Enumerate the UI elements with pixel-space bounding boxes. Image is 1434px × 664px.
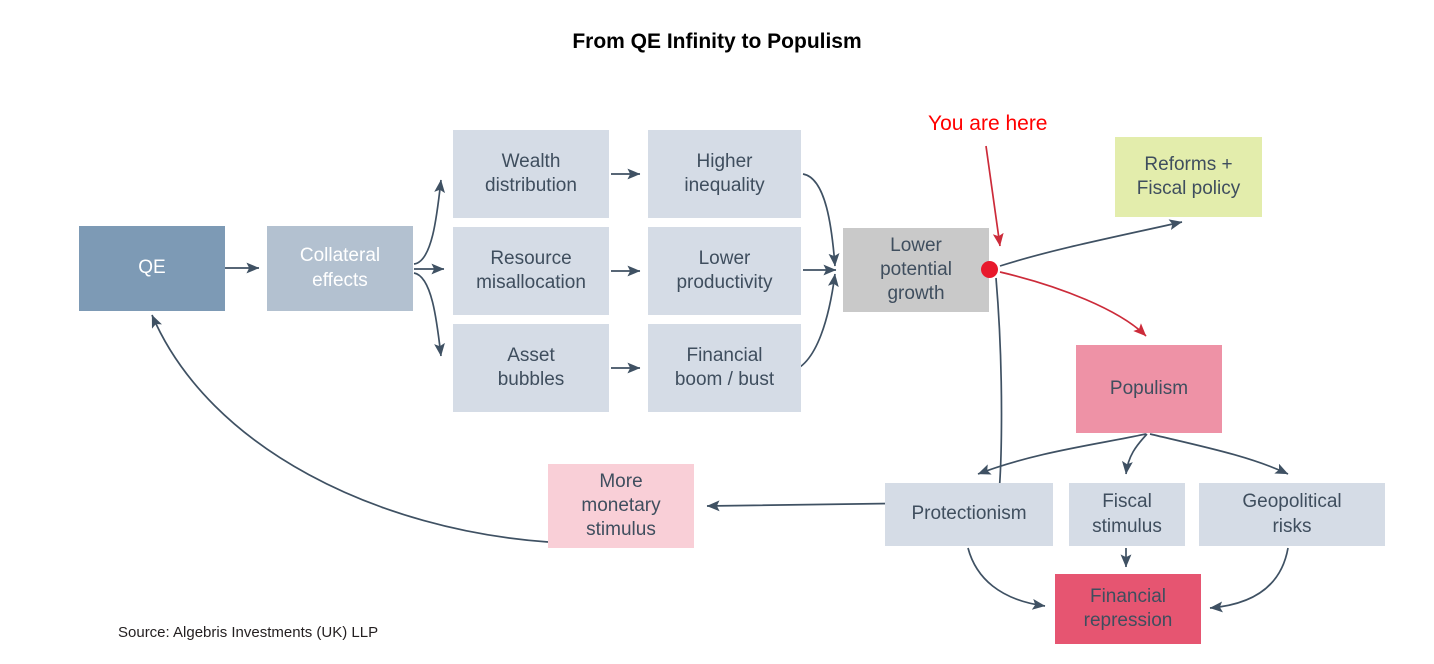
node-more-monetary-stimulus[interactable]: More monetary stimulus	[548, 464, 694, 548]
edge-protectionism-to-repression	[967, 547, 1046, 610]
node-geopolitical-risks[interactable]: Geopolitical risks	[1199, 483, 1385, 546]
edge-geopolitical-to-repression	[1209, 547, 1289, 613]
edge-junction-to-populism	[999, 271, 1147, 337]
node-financial-repression[interactable]: Financial repression	[1055, 574, 1201, 644]
edge-junction-to-reforms	[999, 219, 1183, 267]
node-populism[interactable]: Populism	[1076, 345, 1222, 433]
node-resource-misallocation[interactable]: Resource misallocation	[453, 227, 609, 315]
node-protectionism[interactable]: Protectionism	[885, 483, 1053, 546]
node-collateral-effects[interactable]: Collateral effects	[267, 226, 413, 311]
node-financial-boom-bust[interactable]: Financial boom / bust	[648, 324, 801, 412]
node-lower-potential-growth[interactable]: Lower potential growth	[843, 228, 989, 312]
node-asset-bubbles[interactable]: Asset bubbles	[453, 324, 609, 412]
edge-collateral-to-wealth	[413, 179, 446, 265]
edge-populism-to-fiscal	[1121, 433, 1148, 475]
edge-inequality-to-growth	[802, 173, 840, 267]
node-lower-productivity[interactable]: Lower productivity	[648, 227, 801, 315]
node-reforms-fiscal-policy[interactable]: Reforms + Fiscal policy	[1115, 137, 1262, 217]
page-title: From QE Infinity to Populism	[572, 30, 862, 53]
edge-populism-to-geopolitical	[1149, 433, 1289, 475]
node-wealth-distribution[interactable]: Wealth distribution	[453, 130, 609, 218]
you-are-here-label: You are here	[928, 112, 1048, 135]
you-are-here-dot[interactable]	[981, 261, 998, 278]
node-higher-inequality[interactable]: Higher inequality	[648, 130, 801, 218]
source-caption: Source: Algebris Investments (UK) LLP	[118, 624, 379, 641]
edge-populism-to-protectionism	[977, 433, 1147, 475]
node-qe[interactable]: QE	[79, 226, 225, 311]
edge-collateral-to-asset	[413, 272, 445, 357]
node-fiscal-stimulus[interactable]: Fiscal stimulus	[1069, 483, 1185, 546]
